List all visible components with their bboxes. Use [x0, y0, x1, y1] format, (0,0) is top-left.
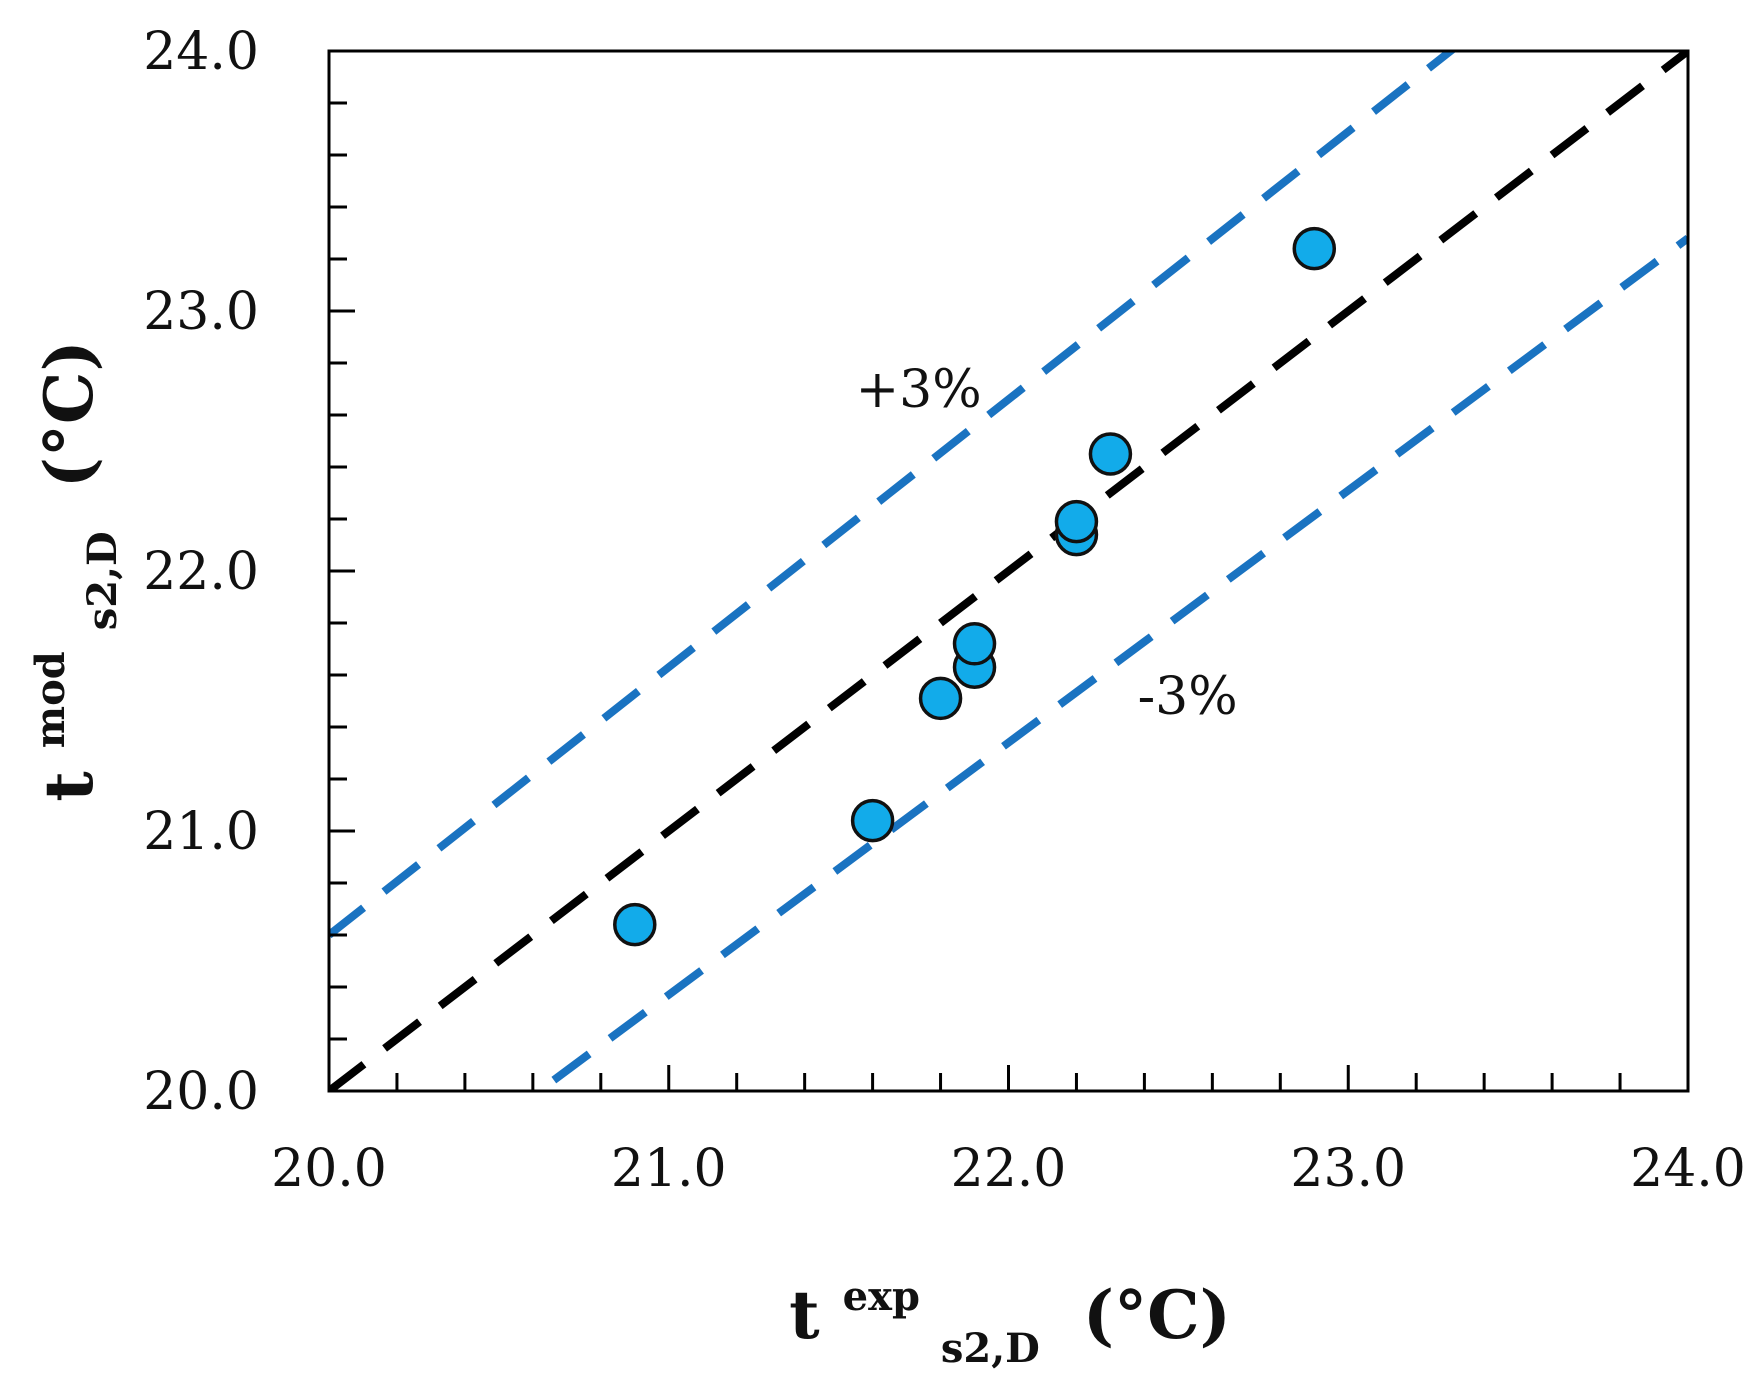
- x-axis-title-unit: (°C): [1083, 1276, 1231, 1354]
- data-point: [1088, 432, 1133, 476]
- y-axis-ticks: [329, 49, 355, 1093]
- x-axis-title-sup: exp: [843, 1273, 920, 1320]
- x-tick-label: 21.0: [611, 1139, 727, 1199]
- data-point: [1292, 226, 1337, 271]
- data-points: [613, 226, 1337, 947]
- annotations: +3% -3%: [856, 360, 1238, 727]
- x-tick-label: 22.0: [951, 1139, 1067, 1199]
- y-tick-label: 20.0: [143, 1062, 259, 1122]
- x-axis-title-sub: s2,D: [941, 1325, 1040, 1372]
- y-axis-title: t mod s2,D (°C): [2, 340, 132, 801]
- x-axis-title-main: t: [789, 1276, 820, 1354]
- x-tick-label: 24.0: [1630, 1139, 1746, 1199]
- ref-line-plus-3-percent: [329, 51, 1457, 939]
- x-axis-title: t exp s2,D (°C): [789, 1248, 1231, 1378]
- x-axis-tick-labels: 20.0 21.0 22.0 23.0 24.0: [271, 1139, 1746, 1199]
- data-point: [918, 676, 963, 721]
- ref-line-identity: [329, 51, 1688, 1091]
- annotation-label: -3%: [1138, 667, 1238, 727]
- y-axis-title-unit: (°C): [30, 340, 108, 488]
- x-axis-ticks: [327, 1065, 1690, 1091]
- x-tick-label: 23.0: [1290, 1139, 1406, 1199]
- y-tick-label: 23.0: [143, 282, 259, 342]
- y-axis-title-sub: s2,D: [79, 531, 126, 630]
- annotation-label: +3%: [856, 360, 982, 420]
- data-point: [613, 902, 657, 947]
- y-axis-tick-labels: 20.0 21.0 22.0 23.0 24.0: [143, 22, 259, 1122]
- x-tick-label: 20.0: [271, 1139, 387, 1199]
- data-point: [1054, 499, 1099, 544]
- reference-lines: [329, 51, 1688, 1091]
- ref-line-minus-3-percent: [532, 234, 1688, 1091]
- y-tick-label: 22.0: [143, 542, 259, 602]
- y-axis-title-sup: mod: [27, 651, 74, 748]
- y-tick-label: 24.0: [143, 22, 259, 82]
- data-point: [952, 622, 997, 666]
- data-point: [850, 798, 895, 843]
- y-axis-title-main: t: [30, 771, 108, 802]
- y-tick-label: 21.0: [143, 802, 259, 862]
